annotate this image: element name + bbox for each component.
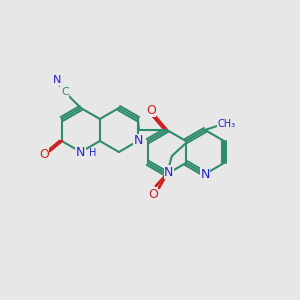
Text: O: O bbox=[146, 103, 156, 116]
Text: C: C bbox=[61, 87, 69, 97]
Text: N: N bbox=[200, 167, 210, 181]
Text: N: N bbox=[200, 169, 210, 182]
Text: O: O bbox=[148, 188, 158, 200]
Text: N: N bbox=[164, 166, 174, 178]
Text: N: N bbox=[76, 146, 86, 158]
Text: H: H bbox=[89, 148, 96, 158]
Text: N: N bbox=[133, 134, 142, 148]
Text: N: N bbox=[52, 75, 61, 85]
Text: CH₃: CH₃ bbox=[218, 119, 236, 129]
Text: O: O bbox=[39, 148, 49, 161]
